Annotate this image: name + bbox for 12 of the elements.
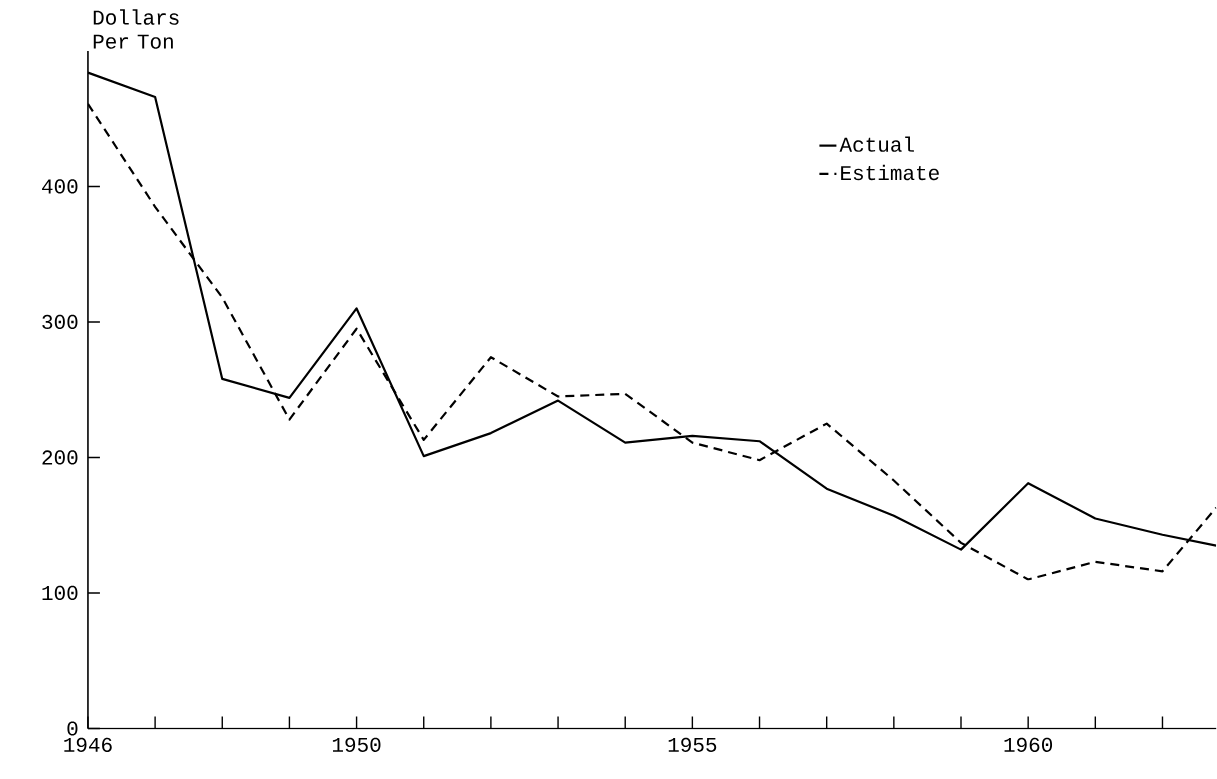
legend-label: Actual [839,136,914,152]
y-tick-label: 100 [42,585,78,600]
y-tick-label: 200 [42,450,78,465]
y-axis-title: Dollars Per Ton [93,9,179,49]
x-tick-label: 1946 [64,737,112,752]
y-tick-label: 0 [67,721,78,736]
x-tick-label: 1950 [332,737,381,752]
y-tick-label: 300 [42,314,78,329]
x-tick-label: 1955 [668,737,717,752]
legend-label: Estimate [841,164,939,180]
x-tick-label: 1960 [1004,737,1053,752]
y-tick-label: 400 [42,179,78,194]
